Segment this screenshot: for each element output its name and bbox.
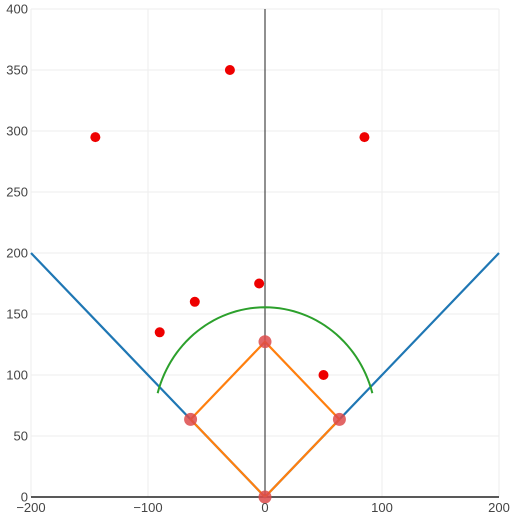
y-tick-label: 350: [6, 63, 28, 78]
y-tick-label: 400: [6, 2, 28, 17]
series-arc-2: [156, 306, 374, 394]
data-point: [184, 412, 198, 426]
x-tick-label: −200: [16, 500, 45, 515]
data-point: [189, 296, 200, 307]
y-tick-label: 0: [21, 490, 28, 505]
x-tick-label: −100: [133, 500, 162, 515]
y-tick-label: 100: [6, 368, 28, 383]
data-point: [90, 132, 101, 143]
x-tick-label: 200: [488, 500, 510, 515]
y-tick-label: 200: [6, 246, 28, 261]
y-tick-label: 150: [6, 307, 28, 322]
data-point: [258, 335, 272, 349]
data-point: [332, 412, 346, 426]
data-point: [359, 132, 370, 143]
y-tick-label: 250: [6, 185, 28, 200]
data-point: [224, 65, 235, 75]
y-tick-label: 50: [14, 429, 28, 444]
data-point: [258, 490, 272, 504]
data-point: [254, 278, 265, 289]
data-point: [154, 327, 165, 338]
y-tick-label: 300: [6, 124, 28, 139]
series: [30, 65, 500, 504]
tick-labels: −200 −100 0 100 200 0 50 100 150 200 250 300 350 400: [6, 2, 510, 516]
data-point: [318, 370, 329, 380]
x-tick-label: 100: [371, 500, 393, 515]
x-tick-label: 0: [261, 500, 268, 515]
